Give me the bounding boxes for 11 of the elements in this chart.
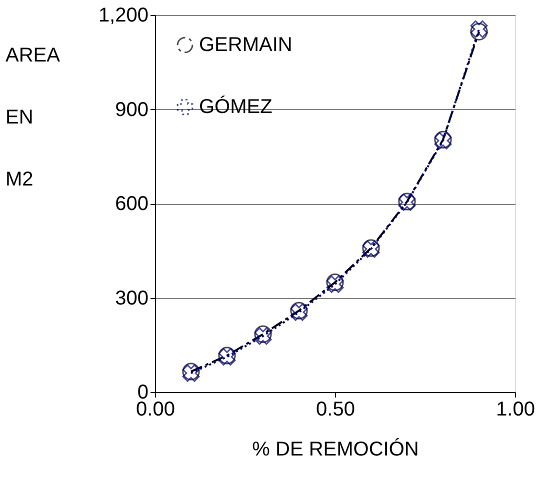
y-tick-label: 900 — [115, 98, 148, 121]
y-tick-label: 1,200 — [98, 4, 148, 26]
legend-label: GÓMEZ — [199, 95, 272, 118]
x-tick-label: 1.00 — [496, 398, 535, 420]
x-axis-title: % DE REMOCIÓN — [252, 438, 419, 460]
x-tick-label: 0.50 — [316, 398, 355, 420]
legend-label: GERMAIN — [199, 34, 292, 56]
text: AREA EN M2 — [6, 44, 60, 190]
x-tick-label: 0.00 — [136, 398, 175, 420]
y-tick-label: 300 — [115, 287, 148, 310]
y-tick-label: 600 — [115, 193, 148, 215]
